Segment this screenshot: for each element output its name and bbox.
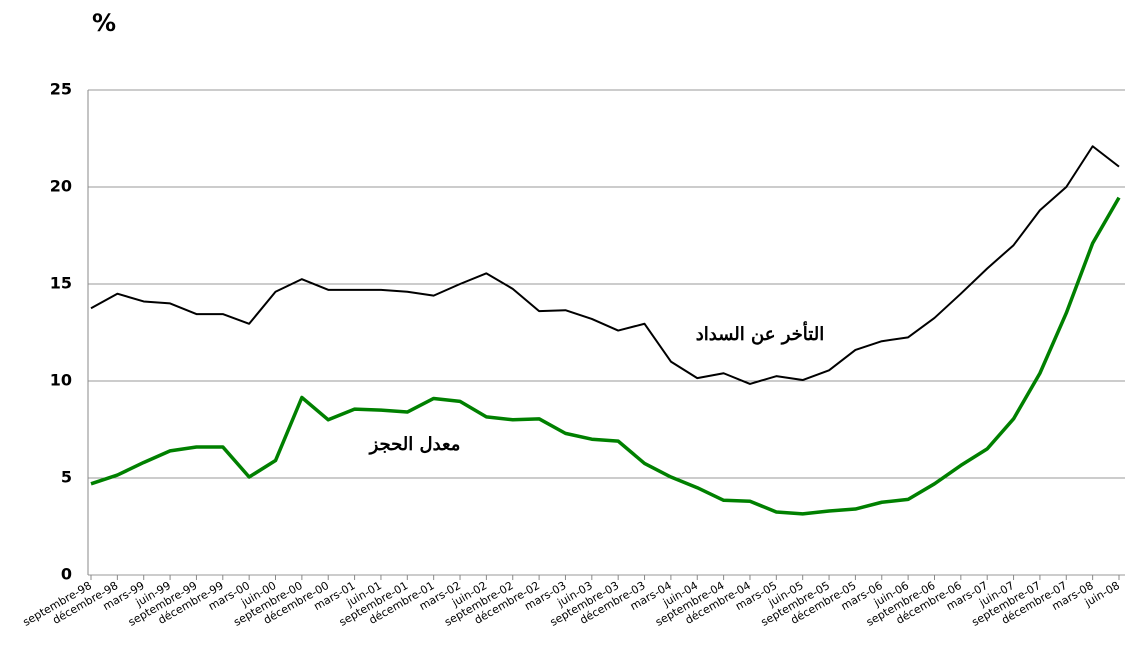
series-line [90, 196, 1121, 516]
y-tick-label: 5 [61, 468, 72, 487]
y-tick-label: 0 [61, 565, 72, 584]
y-axis-label: % [92, 9, 116, 37]
y-tick-label: 15 [50, 274, 72, 293]
series-label: التأخر عن السداد [696, 321, 824, 345]
y-tick-label: 10 [50, 371, 72, 390]
series-line [90, 145, 1120, 385]
series-label: معدل الحجز [368, 434, 461, 455]
y-tick-label: 20 [50, 177, 72, 196]
y-tick-label: 25 [50, 80, 72, 99]
